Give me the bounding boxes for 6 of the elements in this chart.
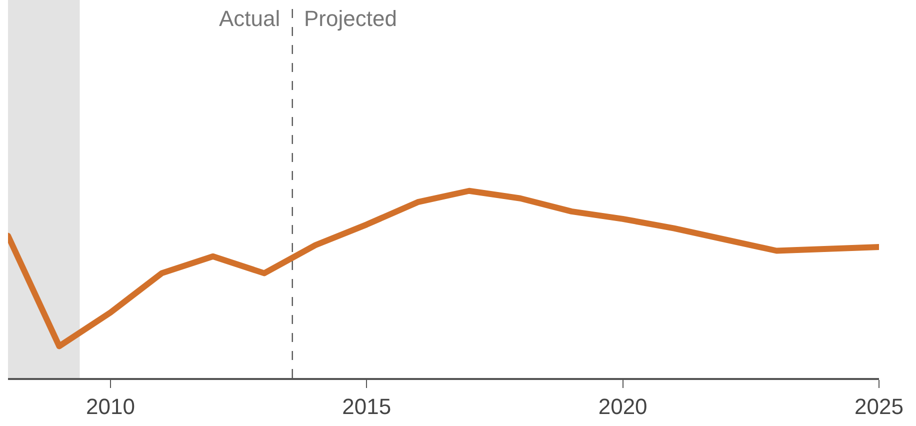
x-tick-label: 2015 xyxy=(342,394,392,420)
x-tick-label: 2020 xyxy=(598,394,648,420)
text: Actual xyxy=(219,6,280,31)
text: Projected xyxy=(304,6,397,31)
x-tick-label: 2010 xyxy=(86,394,135,420)
x-tick-label: 2025 xyxy=(854,394,904,420)
